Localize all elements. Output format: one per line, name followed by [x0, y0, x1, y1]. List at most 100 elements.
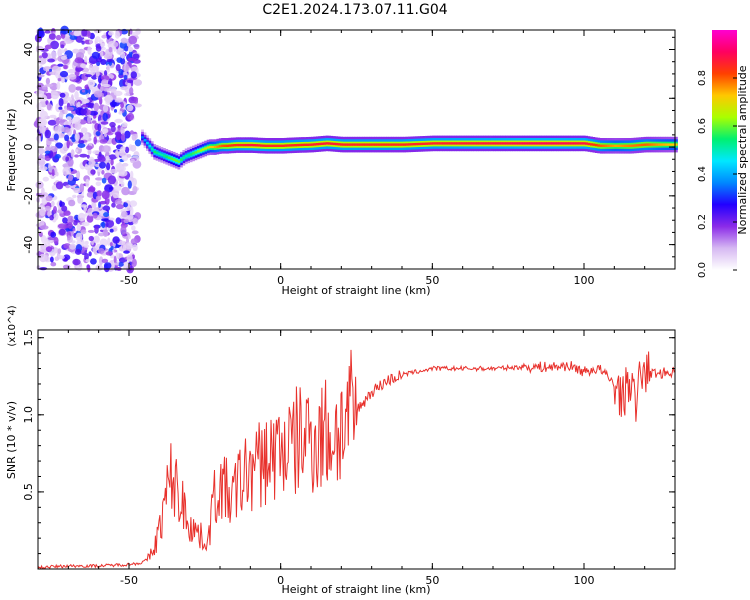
noise-blob [81, 221, 90, 227]
trace-core [444, 142, 448, 145]
noise-blob [59, 92, 66, 98]
trace-core [442, 142, 445, 145]
noise-blob [38, 117, 47, 127]
trace-core [172, 158, 176, 161]
noise-blob [106, 92, 111, 96]
trace-core [257, 144, 261, 147]
trace-core [493, 142, 496, 145]
trace-core [383, 143, 387, 146]
noise-blob [132, 185, 138, 194]
noise-blob [130, 238, 138, 245]
noise-blob [63, 65, 68, 69]
noise-blob [132, 53, 140, 59]
snr-panel: -50 0 50 100 0.5 1.0 1.5 Height of straight li… [5, 305, 676, 596]
trace-core [565, 142, 569, 145]
noise-blob [127, 112, 135, 121]
spectrogram-panel: -50 0 50 100 -40 -20 0 20 40 Height of straight … [5, 25, 678, 297]
trace-core [524, 142, 528, 145]
trace-core [284, 144, 288, 147]
noise-blob [106, 58, 112, 63]
trace-core [311, 143, 314, 146]
noise-blob [95, 70, 100, 77]
trace-core [352, 143, 356, 146]
noise-blob [72, 194, 77, 199]
noise-blob [68, 73, 77, 80]
trace-core [437, 142, 440, 145]
noise-blob [92, 150, 101, 155]
noise-blob [88, 159, 96, 168]
noise-blob [67, 69, 76, 74]
colorbar: 0.0 0.2 0.4 0.6 0.8 Normalized spectral ampl… [697, 30, 749, 278]
trace-core [255, 144, 258, 147]
trace-core [235, 143, 239, 147]
noise-blob [120, 86, 129, 91]
trace-core [500, 142, 504, 145]
noise-blob [120, 146, 126, 152]
noise-blob [47, 119, 57, 126]
noise-blob [101, 169, 105, 175]
trace-core [223, 144, 227, 147]
trace-core [412, 143, 416, 146]
noise-blob [108, 31, 114, 36]
trace-core [291, 144, 295, 147]
trace-core [325, 142, 329, 145]
trace-core [260, 144, 263, 147]
noise-blob [131, 225, 136, 231]
noise-blob [99, 256, 104, 265]
trace-core [675, 143, 678, 146]
noise-blob [72, 258, 81, 266]
trace-core [243, 143, 246, 147]
noise-blob [88, 186, 96, 192]
trace-core [252, 144, 256, 147]
trace-core [247, 143, 251, 147]
noise-blob [84, 55, 88, 64]
trace-core [519, 142, 523, 145]
noise-blob [114, 199, 123, 205]
noise-blob [102, 205, 111, 212]
noise-blob [86, 191, 94, 198]
noise-blob [101, 128, 109, 134]
trace-core [551, 142, 554, 145]
noise-blob [48, 33, 56, 40]
noise-blob [76, 170, 81, 180]
trace-core [240, 143, 244, 147]
noise-blob [95, 264, 104, 271]
trace-core [359, 143, 363, 146]
noise-blob [73, 189, 82, 194]
noise-blob [55, 181, 64, 190]
noise-blob [91, 51, 100, 59]
noise-blob [130, 71, 137, 79]
noise-blob [123, 202, 128, 208]
trace-core [269, 144, 273, 147]
trace-core [141, 136, 144, 139]
trace-core [425, 142, 428, 145]
spectrogram-frame [37, 29, 676, 270]
noise-blob [57, 63, 64, 67]
trace-core [218, 144, 222, 148]
noise-blob [40, 220, 45, 226]
noise-blob [78, 140, 85, 145]
noise-blob [114, 99, 124, 103]
noise-blob [131, 258, 137, 267]
noise-blob [98, 248, 105, 254]
trace-core [388, 143, 392, 146]
trace-core [590, 143, 593, 146]
noise-blob [129, 200, 138, 207]
trace-core [480, 142, 484, 145]
noise-blob [118, 261, 124, 267]
trace-core [175, 159, 178, 162]
trace-core [602, 144, 605, 147]
trace-core [165, 155, 169, 158]
noise-blob [61, 205, 68, 212]
noise-blob [103, 212, 110, 218]
noise-blob [50, 262, 57, 267]
trace-core [354, 143, 358, 146]
trace-core [204, 147, 207, 150]
colorbar-tick-label: 0.6 [697, 118, 708, 134]
noise-blob [107, 175, 117, 185]
trace-core [510, 142, 513, 145]
trace-core [417, 142, 421, 146]
noise-blob [41, 187, 45, 195]
trace-core [507, 142, 511, 145]
noise-blob [126, 79, 134, 84]
